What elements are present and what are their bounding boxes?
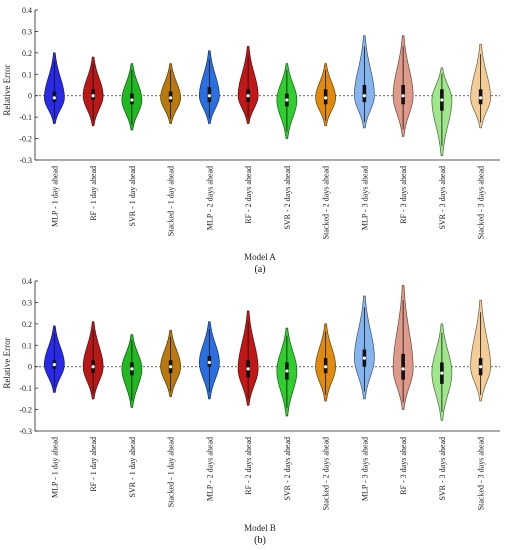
x-tick-label: RF - 2 days ahead (244, 166, 253, 224)
x-tick-label: RF - 3 days ahead (399, 166, 408, 224)
violin-median-dot (169, 96, 173, 100)
violin-median-dot (362, 94, 366, 98)
violin-median-dot (91, 365, 95, 369)
y-tick-label: 0.4 (22, 6, 32, 15)
y-tick-label: -0.2 (19, 135, 32, 144)
y-tick-label: 0.3 (22, 27, 32, 36)
violin-iqr-box (362, 85, 367, 103)
panel-label-a: (a) (254, 264, 265, 275)
y-tick-label: 0.2 (22, 320, 32, 329)
violin-median-dot (169, 365, 173, 369)
x-tick-label: Stacked - 2 days ahead (322, 437, 331, 510)
violin-median-dot (440, 371, 444, 375)
x-tick-label: Stacked - 3 days ahead (477, 166, 486, 239)
violin-median-dot (285, 98, 289, 102)
y-tick-label: -0.1 (19, 113, 32, 122)
y-tick-label: 0.4 (22, 277, 32, 286)
x-tick-label: SVR - 1 day ahead (128, 437, 137, 497)
x-tick-label: SVR - 3 days ahead (438, 166, 447, 230)
y-tick-label: -0.3 (19, 427, 32, 436)
x-axis-label-a: Model A (244, 252, 276, 262)
x-tick-label: MLP - 3 days ahead (360, 166, 369, 230)
violin-median-dot (479, 365, 483, 369)
y-axis-label-a: Relative Error (2, 64, 12, 115)
x-tick-label: MLP - 1 day ahead (50, 437, 59, 498)
violin-median-dot (207, 360, 211, 365)
y-tick-label: -0.3 (19, 156, 32, 165)
y-tick-label: 0.3 (22, 298, 32, 307)
x-tick-label: Stacked - 3 days ahead (477, 437, 486, 510)
y-tick-label: -0.1 (19, 384, 32, 393)
y-tick-label: 0.1 (22, 70, 32, 79)
violin-median-dot (91, 94, 95, 98)
y-tick-label: 0 (28, 363, 32, 372)
x-axis-label-b: Model B (244, 523, 276, 533)
x-tick-label: SVR - 3 days ahead (438, 437, 447, 501)
x-tick-label: MLP - 2 days ahead (205, 166, 214, 230)
violin-median-dot (324, 96, 328, 100)
violin-iqr-box (401, 353, 405, 380)
violin-median-dot (52, 96, 56, 100)
violin-median-dot (246, 94, 250, 98)
violin-median-dot (479, 96, 483, 100)
violin-median-dot (246, 367, 250, 371)
y-tick-label: -0.2 (19, 406, 32, 415)
violin-median-dot (285, 369, 289, 373)
violin-median-dot (362, 356, 366, 360)
x-tick-label: RF - 1 day ahead (89, 166, 98, 221)
x-tick-label: SVR - 2 days ahead (283, 437, 292, 501)
x-tick-label: MLP - 3 days ahead (360, 437, 369, 501)
x-tick-label: Stacked - 2 days ahead (322, 166, 331, 239)
panel-label-b: (b) (254, 535, 266, 546)
violin-median-dot (207, 94, 211, 98)
x-tick-label: SVR - 2 days ahead (283, 166, 292, 230)
y-tick-label: 0.1 (22, 341, 32, 350)
violin-median-dot (324, 365, 328, 369)
x-tick-label: Stacked - 1 day ahead (167, 437, 176, 507)
violin-median-dot (440, 98, 444, 102)
x-tick-label: Stacked - 1 day ahead (167, 166, 176, 236)
x-tick-label: SVR - 1 day ahead (128, 166, 137, 226)
panel-a: Relative Error Model A (a) -0.3 -0.2 -0.1 0… (2, 6, 500, 275)
y-tick-label: 0.2 (22, 49, 32, 58)
x-tick-label: MLP - 2 days ahead (205, 437, 214, 501)
panel-b: Relative Error Model B (b) -0.3 -0.2 -0.1 0… (2, 277, 500, 546)
violin-median-dot (401, 367, 405, 371)
x-tick-label: RF - 1 day ahead (89, 437, 98, 492)
violin-median-dot (401, 94, 405, 98)
violin-median-dot (130, 367, 134, 371)
y-tick-label: 0 (28, 92, 32, 101)
x-tick-label: MLP - 1 day ahead (50, 166, 59, 227)
x-tick-label: RF - 2 days ahead (244, 437, 253, 495)
violin-median-dot (130, 98, 134, 102)
violin-median-dot (52, 362, 56, 367)
x-tick-label: RF - 3 days ahead (399, 437, 408, 495)
y-axis-label-b: Relative Error (2, 337, 12, 388)
